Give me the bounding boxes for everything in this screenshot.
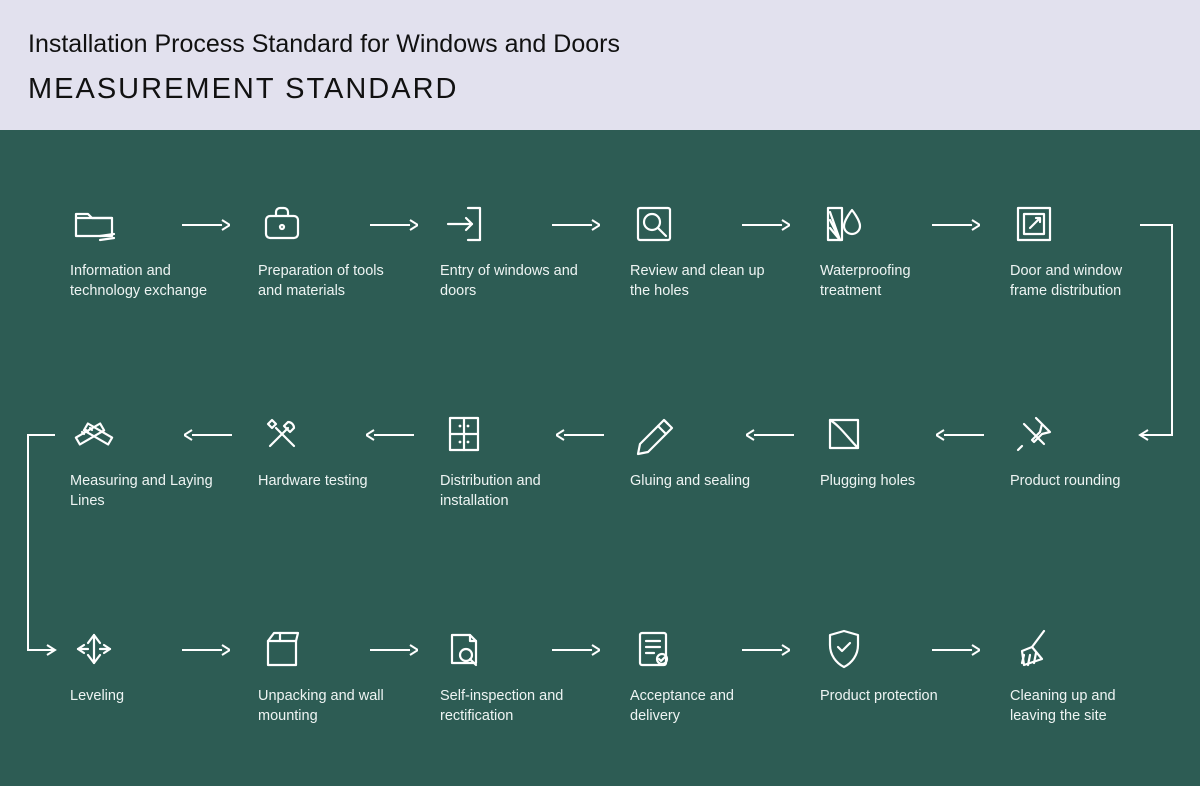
briefcase-icon <box>258 200 306 248</box>
step-waterproof: Waterproofing treatment <box>820 200 970 301</box>
step-label: Plugging holes <box>820 472 970 492</box>
waterproof-icon <box>820 200 868 248</box>
step-entry: Entry of windows and doors <box>440 200 590 301</box>
step-plugging: Plugging holes <box>820 410 970 492</box>
step-label: Acceptance and delivery <box>630 687 780 726</box>
process-flow-diagram: Information and technology exchange Prep… <box>0 130 1200 786</box>
step-self-inspect: Self-inspection and rectification <box>440 625 590 726</box>
step-label: Cleaning up and leaving the site <box>1010 687 1160 726</box>
box-icon <box>258 625 306 673</box>
step-label: Product protection <box>820 687 970 707</box>
step-label: Review and clean up the holes <box>630 262 780 301</box>
step-hardware-test: Hardware testing <box>258 410 408 492</box>
step-leveling: Leveling <box>70 625 220 707</box>
step-unpacking: Unpacking and wall mounting <box>258 625 408 726</box>
step-label: Leveling <box>70 687 220 707</box>
step-frame-dist: Door and window frame distribution <box>1010 200 1160 301</box>
step-measuring: Measuring and Laying Lines <box>70 410 220 511</box>
step-cleaning: Cleaning up and leaving the site <box>1010 625 1160 726</box>
cabinet-icon <box>440 410 488 458</box>
shield-icon <box>820 625 868 673</box>
checklist-icon <box>630 625 678 673</box>
step-label: Measuring and Laying Lines <box>70 472 220 511</box>
step-product-rounding: Product rounding <box>1010 410 1160 492</box>
step-label: Product rounding <box>1010 472 1160 492</box>
entry-icon <box>440 200 488 248</box>
plug-icon <box>820 410 868 458</box>
glue-icon <box>630 410 678 458</box>
tools-icon <box>258 410 306 458</box>
frame-dist-icon <box>1010 200 1058 248</box>
step-label: Door and window frame distribution <box>1010 262 1160 301</box>
step-label: Waterproofing treatment <box>820 262 970 301</box>
broom-icon <box>1010 625 1058 673</box>
magnify-icon <box>630 200 678 248</box>
step-protection: Product protection <box>820 625 970 707</box>
step-acceptance: Acceptance and delivery <box>630 625 780 726</box>
step-label: Hardware testing <box>258 472 408 492</box>
step-label: Preparation of tools and materials <box>258 262 408 301</box>
step-prep-tools: Preparation of tools and materials <box>258 200 408 301</box>
step-gluing: Gluing and sealing <box>630 410 780 492</box>
header: Installation Process Standard for Window… <box>0 0 1200 130</box>
step-label: Unpacking and wall mounting <box>258 687 408 726</box>
step-label: Gluing and sealing <box>630 472 780 492</box>
step-label: Entry of windows and doors <box>440 262 590 301</box>
inspect-icon <box>440 625 488 673</box>
page-title: Installation Process Standard for Window… <box>28 30 1172 59</box>
pin-icon <box>1010 410 1058 458</box>
step-info-exchange: Information and technology exchange <box>70 200 220 301</box>
step-review-clean: Review and clean up the holes <box>630 200 780 301</box>
rulers-icon <box>70 410 118 458</box>
folder-icon <box>70 200 118 248</box>
step-dist-install: Distribution and installation <box>440 410 590 511</box>
step-label: Information and technology exchange <box>70 262 220 301</box>
level-icon <box>70 625 118 673</box>
step-label: Distribution and installation <box>440 472 590 511</box>
step-label: Self-inspection and rectification <box>440 687 590 726</box>
page-subtitle: MEASUREMENT STANDARD <box>28 73 1172 106</box>
